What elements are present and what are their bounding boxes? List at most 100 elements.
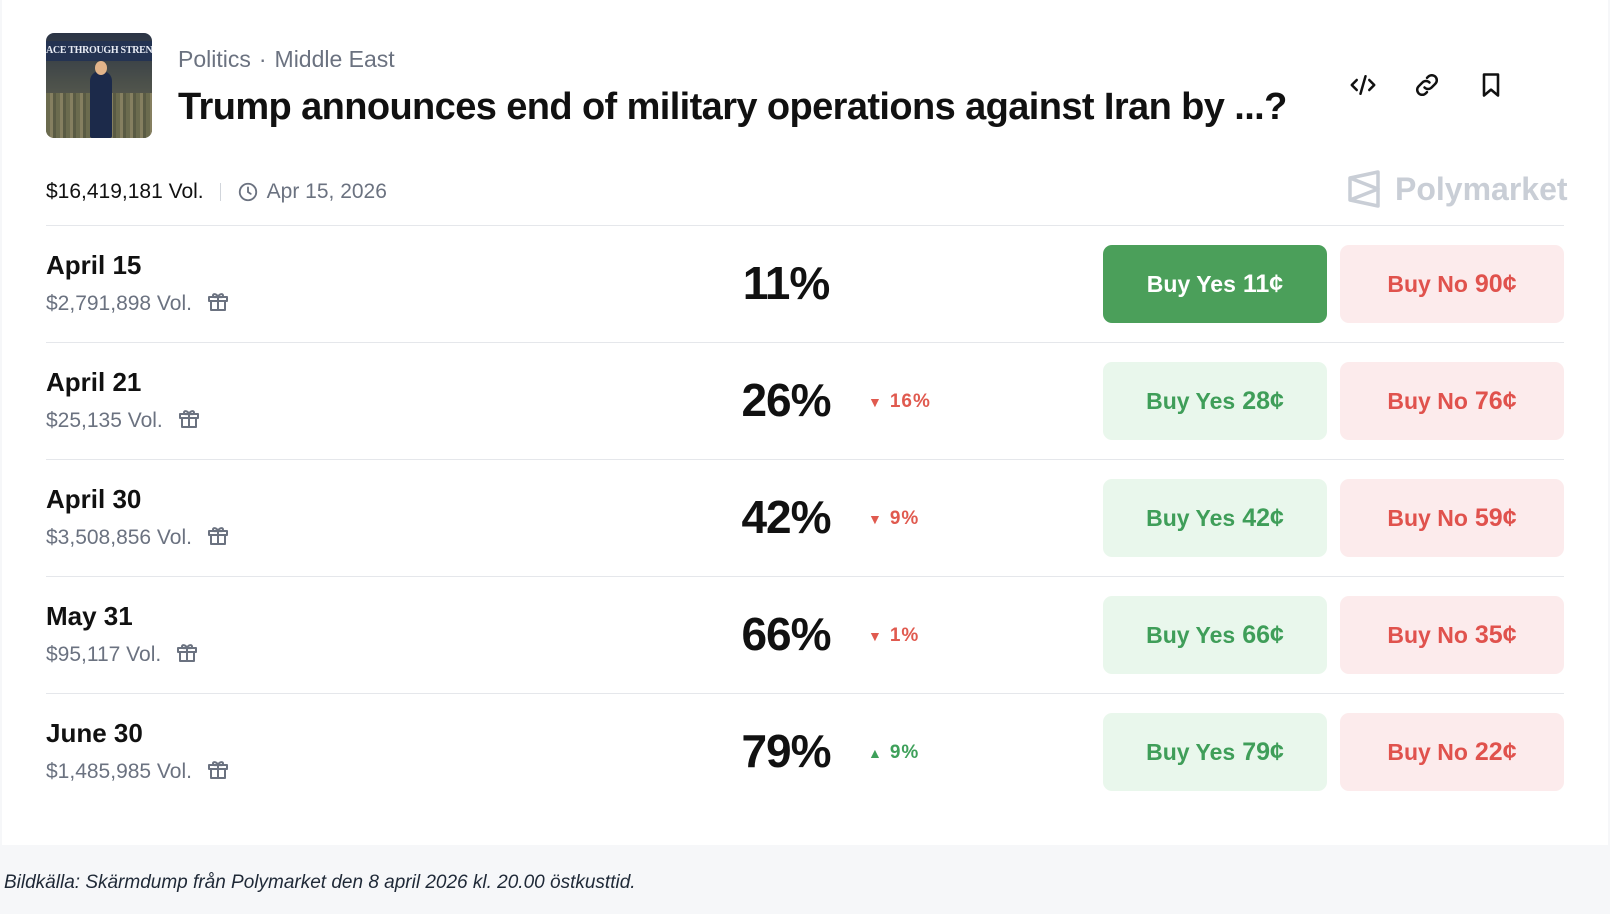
- triangle-down-icon: ▼: [868, 394, 883, 410]
- copy-link-button[interactable]: [1410, 68, 1444, 102]
- buy-no-label: Buy No: [1387, 270, 1468, 297]
- outcome-probability: 11%: [742, 257, 831, 309]
- buy-yes-label: Buy Yes: [1146, 504, 1236, 531]
- embed-button[interactable]: [1346, 68, 1380, 102]
- outcome-label: May 31: [46, 601, 133, 631]
- outcome-label: June 30: [46, 718, 143, 748]
- buy-no-label: Buy No: [1387, 621, 1468, 648]
- buy-no-price: 35¢: [1474, 620, 1517, 649]
- probability-change: ▲ 9%: [868, 742, 919, 764]
- buy-no-button[interactable]: Buy No 90¢: [1340, 245, 1564, 323]
- link-icon: [1415, 73, 1439, 97]
- divider: [46, 225, 1564, 226]
- change-value: 1%: [889, 625, 920, 646]
- image-caption: Bildkälla: Skärmdump från Polymarket den…: [4, 872, 636, 893]
- buy-yes-button[interactable]: Buy Yes 28¢: [1103, 362, 1327, 440]
- outcome-row[interactable]: June 30 $1,485,985 Vol. 79% ▲ 9% Buy Yes…: [46, 694, 1564, 812]
- outcome-probability: 79%: [741, 725, 831, 777]
- gift-icon[interactable]: [175, 640, 199, 670]
- buy-yes-price: 11¢: [1242, 269, 1284, 298]
- buy-yes-button[interactable]: Buy Yes 79¢: [1103, 713, 1327, 791]
- gift-icon[interactable]: [206, 757, 230, 787]
- outcome-probability: 26%: [741, 374, 831, 426]
- buy-no-price: 22¢: [1474, 737, 1517, 766]
- triangle-up-icon: ▲: [868, 745, 883, 761]
- end-date: Apr 15, 2026: [266, 180, 387, 203]
- outcome-label: April 30: [46, 484, 142, 514]
- buy-no-label: Buy No: [1387, 738, 1468, 765]
- triangle-down-icon: ▼: [868, 511, 883, 527]
- divider: [46, 342, 1564, 343]
- outcome-probability: 42%: [741, 491, 831, 543]
- buy-no-button[interactable]: Buy No 59¢: [1340, 479, 1564, 557]
- clock-icon: [238, 182, 257, 202]
- bookmark-button[interactable]: [1474, 68, 1508, 102]
- total-volume: $16,419,181 Vol.: [46, 180, 204, 203]
- buy-no-button[interactable]: Buy No 35¢: [1340, 596, 1564, 674]
- market-title: Trump announces end of military operatio…: [178, 86, 1287, 128]
- buy-yes-label: Buy Yes: [1146, 387, 1236, 414]
- change-value: 9%: [889, 742, 920, 763]
- thumbnail-figure: [90, 71, 112, 138]
- outcome-volume-value: $25,135 Vol.: [46, 409, 163, 432]
- probability-change: ▼ 1%: [868, 625, 919, 647]
- outcome-row[interactable]: April 21 $25,135 Vol. 26% ▼ 16% Buy Yes 2…: [46, 343, 1564, 461]
- thumbnail-head: [95, 61, 107, 75]
- buy-yes-price: 28¢: [1242, 386, 1284, 415]
- outcome-row[interactable]: April 15 $2,791,898 Vol. 11% Buy Yes 11¢ …: [46, 226, 1564, 344]
- buy-no-button[interactable]: Buy No 76¢: [1340, 362, 1564, 440]
- buy-yes-button[interactable]: Buy Yes 42¢: [1103, 479, 1327, 557]
- buy-no-price: 76¢: [1474, 386, 1517, 415]
- probability-change: ▼ 16%: [868, 391, 931, 413]
- bookmark-icon: [1482, 73, 1500, 97]
- meta-divider: [219, 183, 221, 201]
- outcome-volume-value: $2,791,898 Vol.: [46, 292, 192, 315]
- code-icon: [1350, 75, 1376, 95]
- breadcrumb-separator: ·: [258, 46, 267, 72]
- polymarket-logo[interactable]: Polymarket: [1347, 170, 1568, 208]
- outcome-volume: $2,791,898 Vol.: [46, 289, 230, 319]
- market-card: ACE THROUGH STRENG Politics · Middle East …: [2, 0, 1608, 845]
- outcome-probability: 66%: [741, 608, 831, 660]
- outcome-label: April 15: [46, 250, 142, 280]
- outcome-volume-value: $3,508,856 Vol.: [46, 526, 192, 549]
- buy-yes-button[interactable]: Buy Yes 11¢: [1103, 245, 1327, 323]
- buy-yes-button[interactable]: Buy Yes 66¢: [1103, 596, 1327, 674]
- outcome-row[interactable]: May 31 $95,117 Vol. 66% ▼ 1% Buy Yes 66¢ …: [46, 577, 1564, 695]
- outcome-volume-value: $95,117 Vol.: [46, 643, 162, 666]
- buy-yes-price: 42¢: [1242, 503, 1284, 532]
- divider: [46, 459, 1564, 460]
- breadcrumb-subcategory[interactable]: Middle East: [274, 46, 395, 72]
- triangle-down-icon: ▼: [868, 628, 883, 644]
- thumbnail-banner-text: ACE THROUGH STRENG: [46, 41, 152, 61]
- buy-no-price: 90¢: [1474, 269, 1517, 298]
- polymarket-logo-icon: [1348, 170, 1380, 208]
- outcome-volume: $3,508,856 Vol.: [46, 523, 230, 553]
- outcome-volume: $25,135 Vol.: [46, 406, 201, 436]
- outcome-label: April 21: [46, 367, 142, 397]
- outcome-volume: $95,117 Vol.: [46, 640, 199, 670]
- divider: [46, 693, 1564, 694]
- buy-yes-label: Buy Yes: [1146, 738, 1236, 765]
- breadcrumb: Politics · Middle East: [178, 46, 395, 73]
- market-meta: $16,419,181 Vol. Apr 15, 2026: [46, 180, 387, 204]
- buy-yes-label: Buy Yes: [1146, 621, 1236, 648]
- buy-yes-price: 66¢: [1242, 620, 1284, 649]
- buy-no-label: Buy No: [1387, 504, 1468, 531]
- divider: [46, 576, 1564, 577]
- gift-icon[interactable]: [177, 406, 201, 436]
- buy-yes-label: Buy Yes: [1146, 270, 1236, 297]
- gift-icon[interactable]: [206, 289, 230, 319]
- buy-no-label: Buy No: [1387, 387, 1468, 414]
- change-value: 9%: [889, 508, 920, 529]
- buy-no-button[interactable]: Buy No 22¢: [1340, 713, 1564, 791]
- probability-change: ▼ 9%: [868, 508, 919, 530]
- market-thumbnail[interactable]: ACE THROUGH STRENG: [46, 33, 152, 138]
- buy-no-price: 59¢: [1474, 503, 1517, 532]
- outcome-row[interactable]: April 30 $3,508,856 Vol. 42% ▼ 9% Buy Ye…: [46, 460, 1564, 578]
- change-value: 16%: [889, 391, 931, 412]
- outcome-volume-value: $1,485,985 Vol.: [46, 760, 192, 783]
- breadcrumb-category[interactable]: Politics: [178, 46, 251, 72]
- buy-yes-price: 79¢: [1242, 737, 1284, 766]
- gift-icon[interactable]: [206, 523, 230, 553]
